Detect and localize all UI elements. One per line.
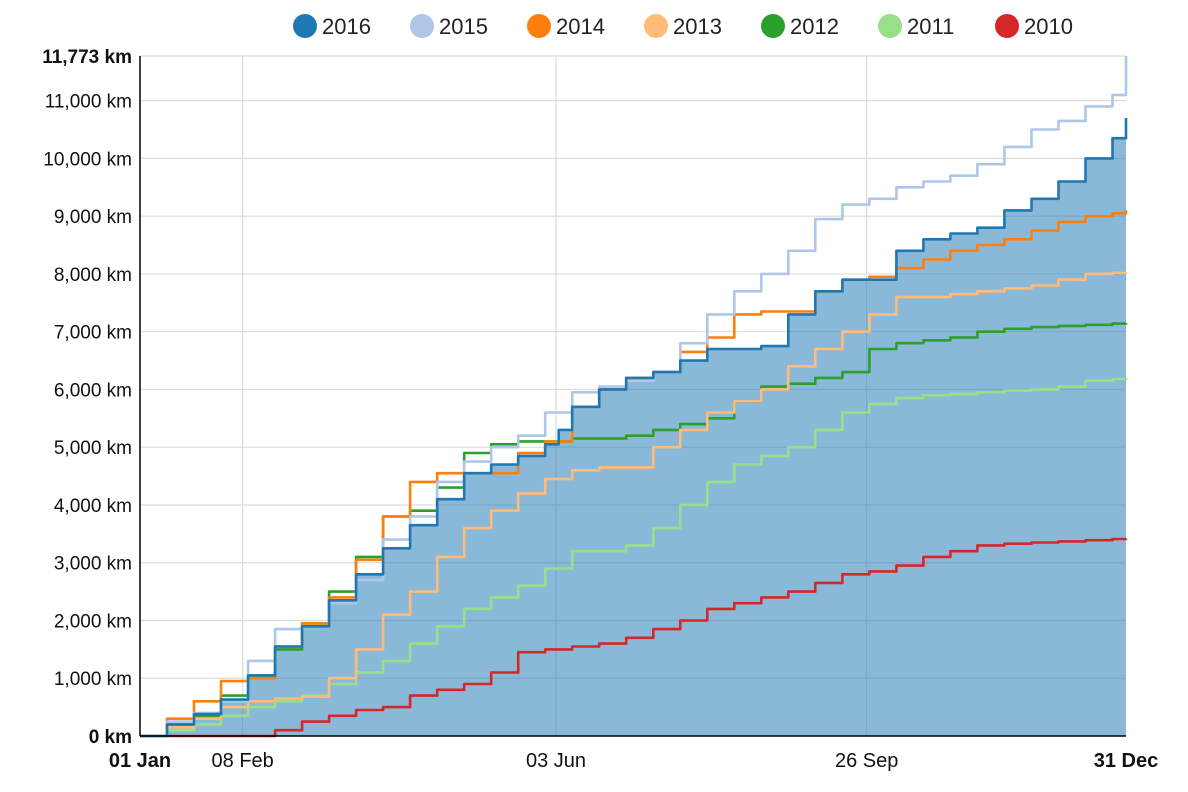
chart-axes — [139, 56, 1126, 737]
x-tick-label-08-feb: 08 Feb — [212, 750, 274, 772]
series-line-2013[interactable] — [140, 271, 1128, 738]
legend-swatch-2011 — [878, 14, 902, 38]
legend-item-2016[interactable]: 2016 — [293, 14, 371, 39]
legend-swatch-2014 — [527, 14, 551, 38]
series-area-layer — [140, 118, 1126, 736]
x-axis-ticks: 01 Jan 08 Feb 03 Jun 26 Sep 31 Dec — [109, 750, 1158, 772]
legend-item-2013[interactable]: 2013 — [644, 14, 722, 39]
y-tick-label-11-773-km: 11,773 km — [42, 47, 132, 68]
chart-legend: 2016 2015 2014 2013 2012 2011 2010 — [293, 14, 1073, 39]
y-tick-label-1-000-km: 1,000 km — [54, 669, 132, 690]
legend-label-2013: 2013 — [673, 14, 722, 39]
y-tick-label-2-000-km: 2,000 km — [54, 611, 132, 632]
y-tick-label-5-000-km: 5,000 km — [54, 438, 132, 459]
legend-swatch-2010 — [995, 14, 1019, 38]
legend-swatch-2016 — [293, 14, 317, 38]
y-tick-label-9-000-km: 9,000 km — [54, 207, 132, 228]
y-tick-label-8-000-km: 8,000 km — [54, 265, 132, 286]
series-line-2010[interactable] — [140, 537, 1128, 738]
legend-label-2016: 2016 — [322, 14, 371, 39]
y-tick-label-10-000-km: 10,000 km — [43, 149, 132, 170]
x-tick-label-31-dec: 31 Dec — [1094, 750, 1159, 772]
y-tick-label-0-km: 0 km — [89, 727, 132, 748]
x-tick-label-03-jun: 03 Jun — [526, 750, 586, 772]
x-tick-label-01-jan: 01 Jan — [109, 750, 171, 772]
y-tick-label-3-000-km: 3,000 km — [54, 554, 132, 575]
y-axis-ticks: 0 km 1,000 km 2,000 km 3,000 km 4,000 km 5,00… — [42, 47, 132, 748]
legend-swatch-2013 — [644, 14, 668, 38]
legend-item-2012[interactable]: 2012 — [761, 14, 839, 39]
y-tick-label-11-000-km: 11,000 km — [45, 92, 132, 113]
y-tick-label-6-000-km: 6,000 km — [54, 380, 132, 401]
legend-label-2015: 2015 — [439, 14, 488, 39]
y-tick-label-4-000-km: 4,000 km — [54, 496, 132, 517]
legend-swatch-2015 — [410, 14, 434, 38]
legend-label-2011: 2011 — [907, 14, 954, 39]
legend-swatch-2012 — [761, 14, 785, 38]
legend-label-2010: 2010 — [1024, 14, 1073, 39]
series-line-layer — [140, 56, 1128, 738]
x-tick-label-26-sep: 26 Sep — [835, 750, 898, 772]
y-tick-label-7-000-km: 7,000 km — [54, 323, 132, 344]
series-area-2016 — [140, 118, 1126, 736]
legend-label-2014: 2014 — [556, 14, 605, 39]
legend-item-2014[interactable]: 2014 — [527, 14, 605, 39]
series-line-2016[interactable] — [140, 118, 1128, 738]
legend-item-2011[interactable]: 2011 — [878, 14, 954, 39]
legend-label-2012: 2012 — [790, 14, 839, 39]
legend-item-2010[interactable]: 2010 — [995, 14, 1073, 39]
legend-item-2015[interactable]: 2015 — [410, 14, 488, 39]
